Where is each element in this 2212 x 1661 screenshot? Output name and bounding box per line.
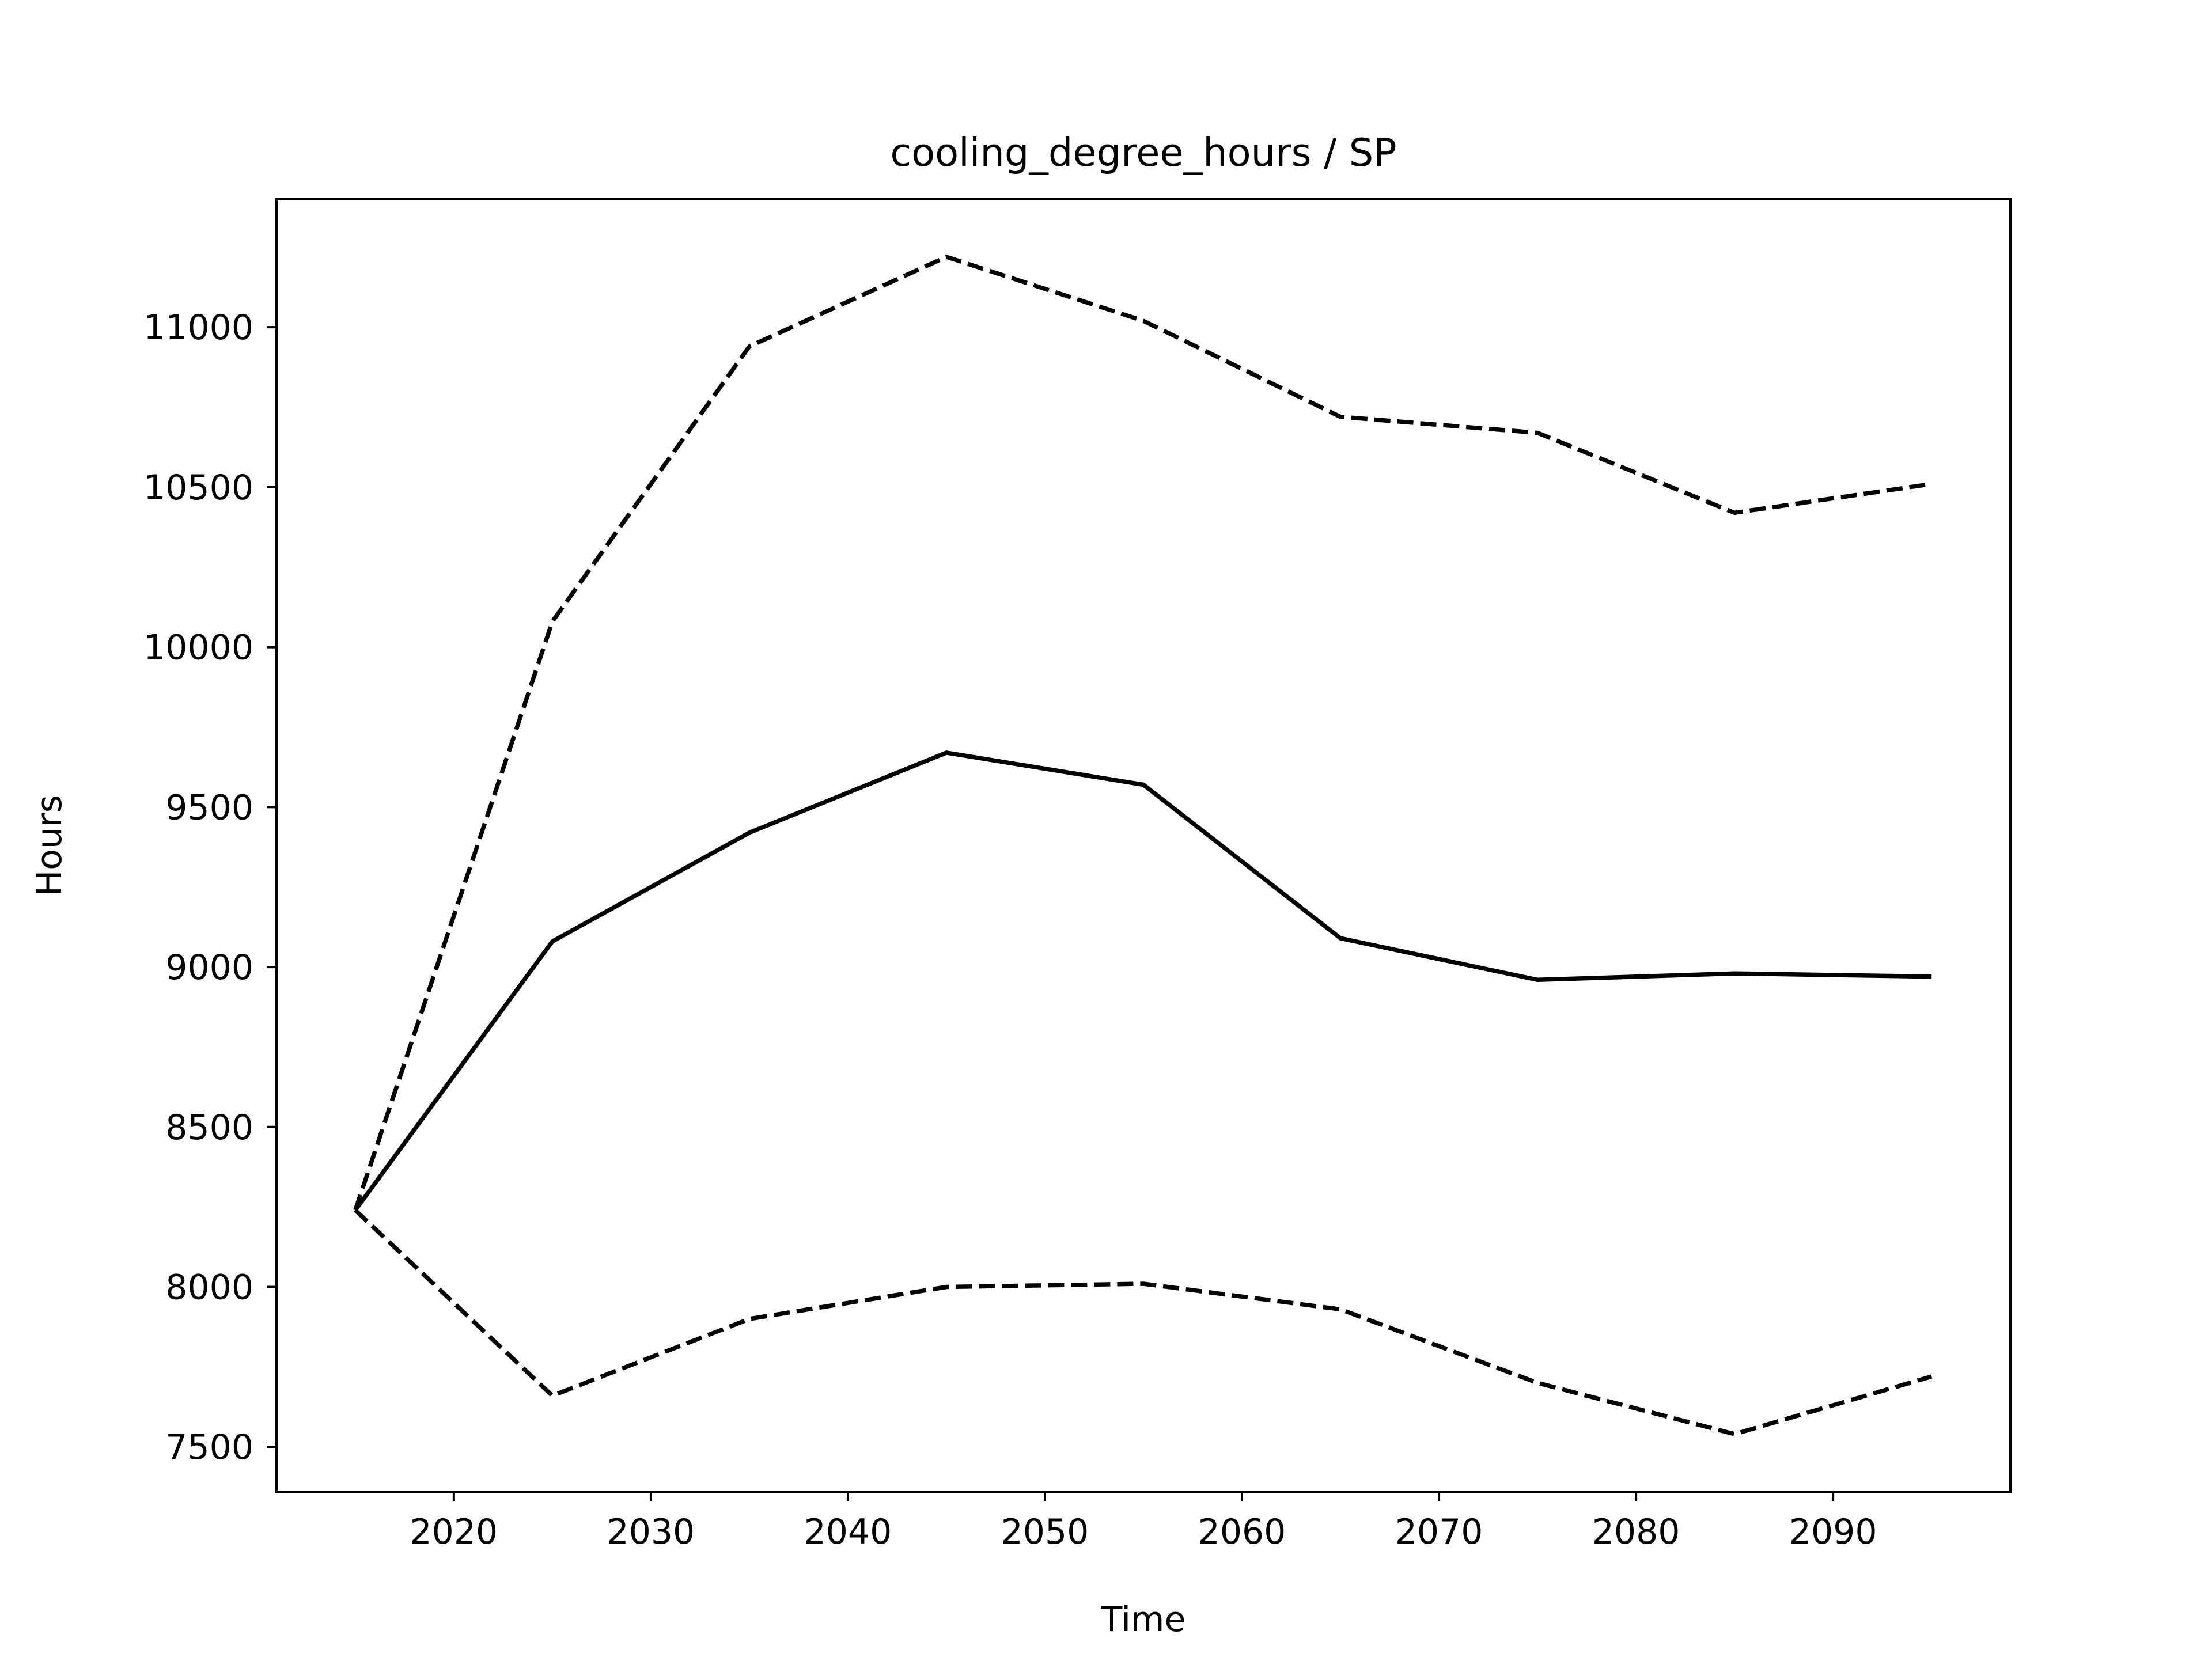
y-tick-label: 11000 (143, 308, 253, 348)
x-axis-label: Time (1101, 1599, 1186, 1640)
x-tick-label: 2050 (1001, 1512, 1089, 1552)
x-tick-label: 2030 (607, 1512, 695, 1552)
x-tick-label: 2080 (1592, 1512, 1680, 1552)
plot-area-frame (275, 198, 2012, 1493)
x-tick-label: 2020 (410, 1512, 498, 1552)
x-tick-label: 2040 (804, 1512, 892, 1552)
x-tick-label: 2090 (1789, 1512, 1877, 1552)
y-tick-label: 9500 (165, 787, 253, 828)
y-tick-label: 10000 (143, 628, 253, 668)
y-axis: 7500 8000 8500 9000 9500 10000 10500 11000 (143, 308, 276, 1467)
series-line-2-solid (353, 750, 1932, 1212)
x-tick-label: 2060 (1198, 1512, 1286, 1552)
x-tick-label: 2070 (1395, 1512, 1483, 1552)
y-tick-label: 8000 (165, 1268, 253, 1308)
x-axis: 2020 2030 2040 2050 2060 2070 2080 2090 (410, 1492, 1877, 1552)
y-tick-label: 8500 (165, 1108, 253, 1148)
series-layer (353, 255, 1933, 1436)
y-axis-label: Hours (29, 795, 70, 896)
y-tick-label: 9000 (165, 947, 253, 988)
series-line-1-dashed (353, 255, 1932, 1211)
series-line-3-dashed (354, 1208, 1933, 1436)
chart-title: cooling_degree_hours / SP (890, 130, 1396, 175)
y-tick-label: 10500 (143, 468, 253, 508)
y-tick-label: 7500 (165, 1427, 253, 1467)
